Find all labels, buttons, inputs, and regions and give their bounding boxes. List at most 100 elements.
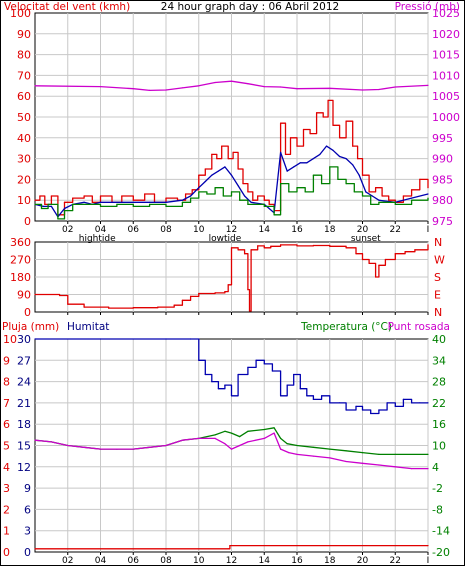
data-point [388, 199, 390, 201]
data-point [427, 453, 429, 455]
pressure-axis-tick-label: 1005 [432, 90, 460, 103]
data-point [198, 85, 200, 87]
data-point [83, 201, 85, 203]
data-point [198, 187, 200, 189]
data-point [411, 197, 413, 199]
data-point [312, 398, 314, 400]
data-point [224, 291, 226, 293]
data-point [214, 437, 216, 439]
x-tick-label: 02 [62, 225, 73, 235]
x-tick-label: 08 [160, 556, 172, 566]
data-point [191, 189, 193, 191]
compass-tick-label: N [434, 236, 442, 249]
data-point [230, 80, 233, 82]
x-tick-label: 06 [128, 225, 140, 235]
wind-axis-tick-label: 60 [17, 90, 31, 103]
temperature-axis-tick-label: -14 [432, 525, 450, 538]
data-point [83, 203, 85, 205]
x-tick-label: 16 [291, 556, 303, 566]
data-point [230, 174, 233, 176]
data-point [386, 402, 388, 404]
data-point [165, 338, 167, 340]
data-point [63, 210, 66, 212]
data-point [339, 402, 341, 404]
data-point [296, 187, 298, 189]
data-point [411, 199, 413, 201]
graph-title: 24 hour graph day : 06 Abril 2012 [161, 1, 339, 13]
data-point [361, 195, 364, 197]
data-point [384, 258, 386, 261]
data-point [361, 452, 364, 454]
data-point [309, 133, 311, 135]
data-point [280, 437, 282, 439]
data-point [288, 191, 290, 193]
wind-axis-tick-label: 40 [17, 132, 31, 145]
humidity-axis-tick-label: 12 [17, 461, 31, 474]
humidity-axis-tick-label: 24 [17, 376, 31, 389]
data-point [378, 88, 380, 91]
data-point [427, 197, 429, 199]
data-point [378, 464, 380, 466]
data-point [47, 203, 49, 205]
x-tick-label: 04 [95, 556, 107, 566]
data-point [132, 88, 134, 90]
data-point [237, 249, 239, 251]
temperature-axis-tick-label: 40 [432, 333, 446, 346]
data-point [263, 205, 265, 207]
data-point [214, 434, 216, 436]
data-point [83, 195, 85, 197]
rain-axis-tick-label: 8 [3, 376, 10, 389]
data-point [132, 307, 134, 309]
data-point [72, 203, 74, 205]
data-point [337, 178, 339, 180]
data-point [361, 89, 364, 91]
data-point [157, 306, 159, 308]
data-point [67, 444, 69, 447]
data-point [280, 86, 282, 88]
data-point [181, 299, 183, 301]
data-point [427, 193, 429, 195]
data-point [375, 187, 377, 189]
data-point [99, 195, 102, 197]
data-point [411, 189, 413, 191]
temperature-axis-tick-label: 34 [432, 354, 446, 367]
data-point [280, 395, 282, 397]
data-point [34, 548, 36, 550]
data-point [165, 197, 167, 199]
data-point [229, 545, 231, 547]
data-point [237, 185, 239, 187]
data-point [198, 359, 200, 361]
data-point [91, 201, 93, 203]
data-point [371, 195, 373, 197]
data-point [34, 338, 36, 340]
data-point [214, 187, 216, 189]
data-point [204, 373, 206, 376]
data-point [312, 455, 314, 457]
data-point [63, 207, 66, 210]
data-point [368, 262, 370, 264]
data-point [286, 170, 288, 172]
data-point [427, 84, 429, 86]
data-point [57, 218, 59, 220]
x-tick-label: 04 [95, 225, 107, 235]
data-point [304, 191, 306, 193]
x-tick-label: 12 [226, 556, 237, 566]
data-point [263, 437, 265, 439]
data-point [239, 199, 241, 201]
data-point [394, 466, 396, 468]
x-tick-label: 22 [390, 225, 401, 235]
data-point [286, 443, 288, 445]
pressure-axis-tick-label: 1020 [432, 28, 460, 41]
pressure-axis-tick-label: 1015 [432, 49, 460, 62]
data-point [230, 432, 233, 434]
data-point [224, 166, 226, 168]
data-point [345, 409, 347, 411]
data-point [280, 183, 282, 185]
data-point [271, 370, 273, 372]
data-point [299, 388, 301, 390]
data-point [270, 245, 272, 247]
data-point [361, 174, 364, 176]
data-point [370, 412, 372, 415]
temperature-axis-tick-label: 4 [432, 461, 439, 474]
data-point [414, 249, 416, 251]
